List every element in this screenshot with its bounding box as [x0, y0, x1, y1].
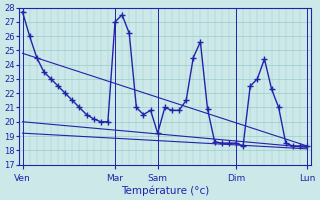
X-axis label: Température (°c): Température (°c) [121, 185, 209, 196]
